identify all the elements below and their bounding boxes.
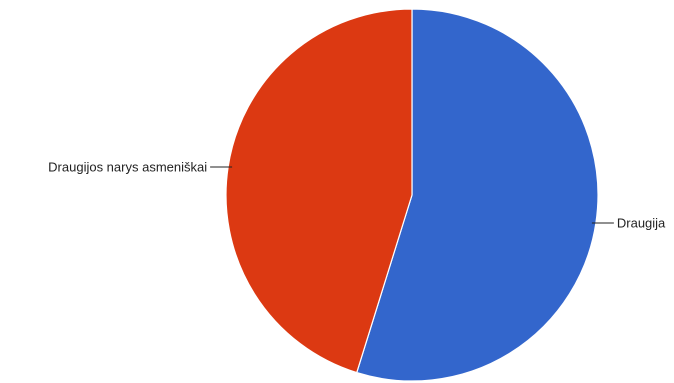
slice-labels: Draugija Draugijos narys asmeniškai bbox=[48, 160, 666, 231]
slice-label-draugija: Draugija bbox=[617, 216, 666, 231]
slice-label-draugijos-narys-asmeniskai: Draugijos narys asmeniškai bbox=[48, 160, 207, 175]
pie-slices bbox=[225, 8, 599, 382]
